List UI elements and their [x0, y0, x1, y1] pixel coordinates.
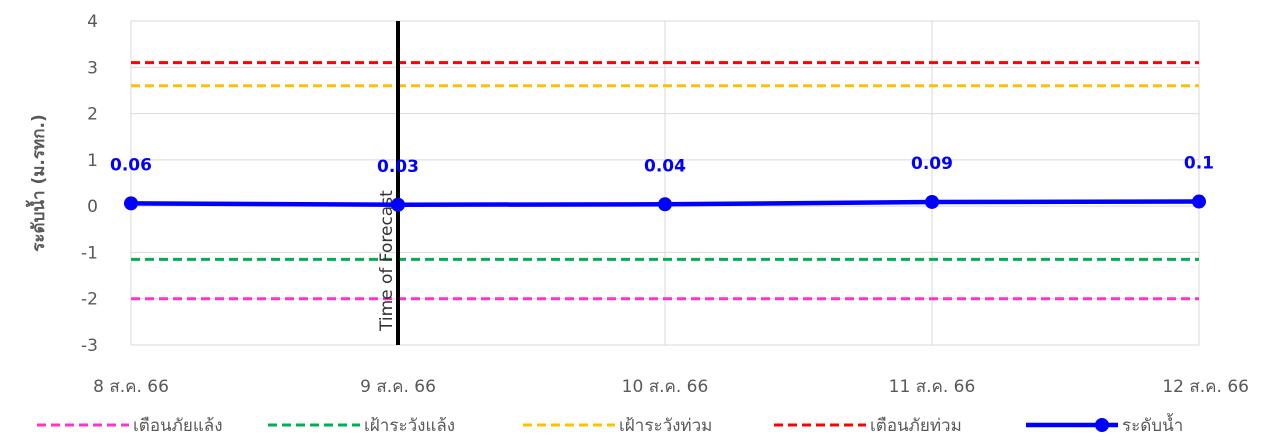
- x-tick-label-2: 10 ส.ค. 66: [622, 377, 709, 397]
- data-point-3: [925, 194, 939, 209]
- data-point-2: [658, 197, 672, 212]
- data-point-0: [124, 196, 138, 211]
- y-tick-label-3: 1: [87, 151, 98, 171]
- y-tick-label-1: 3: [87, 58, 98, 78]
- data-point-1: [391, 197, 405, 212]
- y-tick-label-5: -1: [81, 243, 98, 263]
- data-point-4: [1192, 194, 1206, 209]
- data-label-0: 0.06: [110, 155, 152, 175]
- legend-label-4: ระดับน้ำ: [1122, 413, 1183, 436]
- y-axis-tick-labels: 4 3 2 1 0 -1 -2 -3: [81, 12, 98, 356]
- y-axis-label: ระดับน้ำ (ม.รทก.): [25, 114, 49, 251]
- x-tick-label-4: 12 ส.ค. 66: [1162, 377, 1249, 397]
- data-label-4: 0.1: [1184, 154, 1214, 174]
- threshold-lines: [131, 61, 1199, 301]
- y-tick-label-4: 0: [87, 197, 98, 217]
- legend-label-2: เฝ้าระวังท่วม: [619, 416, 712, 436]
- legend-label-3: เตือนภัยท่วม: [870, 416, 962, 436]
- legend-label-1: เฝ้าระวังแล้ง: [364, 416, 455, 436]
- data-label-3: 0.09: [911, 154, 953, 174]
- data-labels: 0.06 0.03 0.04 0.09 0.1: [110, 154, 1214, 177]
- legend-item-3: เตือนภัยท่วม: [774, 416, 962, 436]
- y-tick-label-6: -2: [81, 290, 98, 310]
- x-tick-label-3: 11 ส.ค. 66: [889, 377, 976, 397]
- x-tick-label-1: 9 ส.ค. 66: [360, 377, 436, 397]
- legend-item-2: เฝ้าระวังท่วม: [523, 416, 712, 436]
- legend-item-0: เตือนภัยแล้ง: [37, 416, 223, 436]
- data-label-2: 0.04: [644, 156, 686, 176]
- legend-label-0: เตือนภัยแล้ง: [133, 416, 223, 436]
- legend-item-4: ระดับน้ำ: [1026, 413, 1183, 436]
- legend-marker-4: [1095, 418, 1109, 432]
- y-tick-label-2: 2: [87, 105, 98, 125]
- legend: เตือนภัยแล้ง เฝ้าระวังแล้ง เฝ้าระวังท่วม เต…: [37, 413, 1183, 436]
- vertical-gridlines: [130, 21, 1200, 345]
- data-label-1: 0.03: [377, 157, 419, 177]
- y-tick-label-0: 4: [87, 12, 98, 32]
- forecast-label: Time of Forecast: [377, 190, 397, 332]
- forecast-annotation: Time of Forecast: [377, 21, 400, 345]
- x-tick-label-0: 8 ส.ค. 66: [93, 377, 169, 397]
- series-water-level: [124, 194, 1206, 212]
- y-tick-label-7: -3: [81, 336, 98, 356]
- x-axis-tick-labels: 8 ส.ค. 66 9 ส.ค. 66 10 ส.ค. 66 11 ส.ค. 66 12…: [93, 377, 1249, 397]
- legend-item-1: เฝ้าระวังแล้ง: [268, 416, 455, 436]
